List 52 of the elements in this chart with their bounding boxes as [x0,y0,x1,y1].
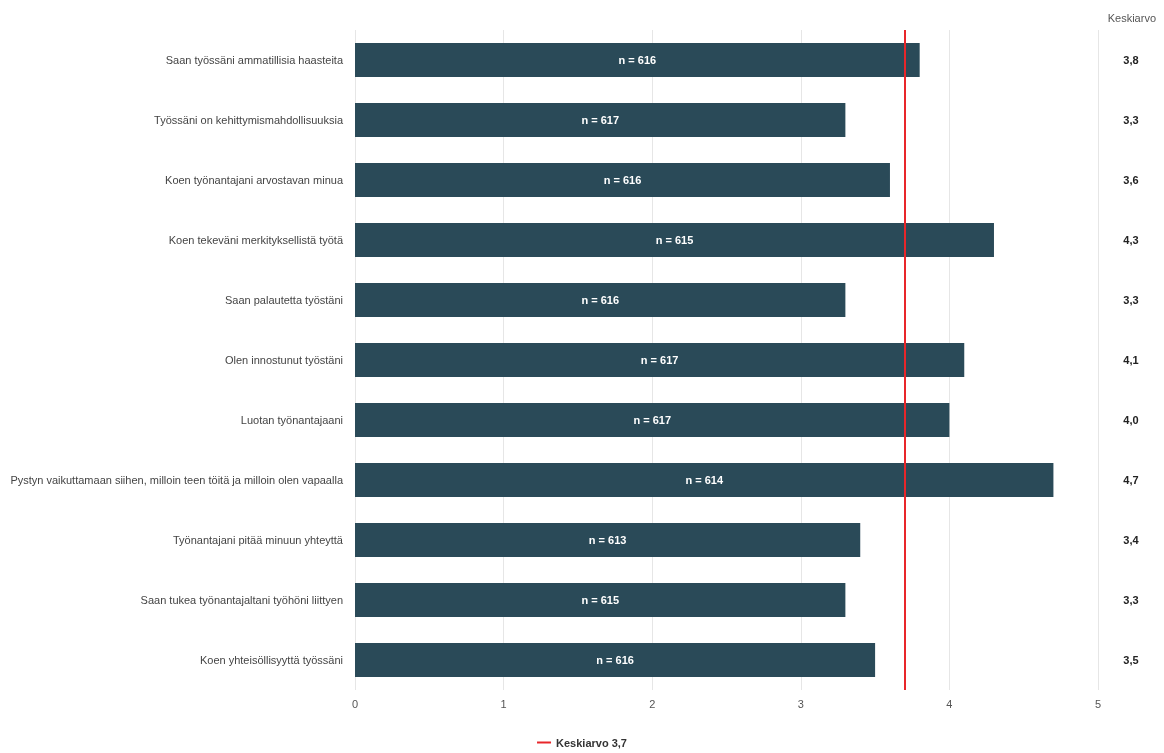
x-tick-label: 3 [797,697,804,710]
y-tick-label: Saan tukea työnantajaltani työhöni liittyen [140,594,343,606]
x-tick-label: 0 [351,697,359,710]
annotation: n = 615 [655,234,694,246]
annotation: n = 616 [581,294,619,306]
y-tick-label: Saan palautetta työstäni [224,294,343,306]
x-tick-label: 2 [649,697,656,710]
annotation: n = 613 [588,534,627,546]
data-label: 4,3 [1123,234,1139,246]
text: Keskiarvo [1107,11,1156,24]
data-label: 3,3 [1123,114,1139,126]
data-label: 3,3 [1123,294,1139,306]
bar [355,163,890,197]
annotation: n = 615 [581,594,619,606]
bar [355,343,965,377]
bar [355,223,994,257]
bar [355,583,846,617]
x-tick-label: 1 [500,697,507,710]
y-tick-label: Työnantajani pitää minuun yhteyttä [172,534,344,546]
annotation: n = 617 [633,414,671,426]
annotation: n = 616 [618,54,657,66]
y-tick-label: Koen työnantajani arvostavan minua [165,174,344,186]
data-label: 3,5 [1123,654,1139,666]
data-label: 3,4 [1123,534,1140,546]
bar [355,643,876,677]
data-label: 3,6 [1123,174,1139,186]
bar [355,103,846,137]
data-label: 3,8 [1123,54,1139,66]
bar [355,463,1054,497]
data-label: 4,1 [1123,354,1139,366]
data-label: 4,7 [1123,474,1139,486]
y-tick-label: Koen yhteisöllisyyttä työssäni [199,654,343,666]
data-label: 4,0 [1123,414,1139,426]
annotation: n = 614 [685,474,724,486]
y-tick-label: Saan työssäni ammatillisia haasteita [165,54,344,66]
bar [355,403,950,437]
annotation: n = 616 [596,654,634,666]
y-tick-label: Työssäni on kehittymismahdollisuuksia [154,114,344,126]
bar [355,43,920,77]
y-tick-label: Olen innostunut työstäni [224,354,343,366]
data-label: 3,3 [1123,594,1139,606]
y-tick-label: Pystyn vaikuttamaan siihen, milloin teen töitä ja milloin olen vapaalla [10,474,344,486]
bar [355,523,861,557]
bar [355,283,846,317]
x-tick-label: 4 [946,697,953,710]
legend-label: Keskiarvo 3,7 [556,736,627,749]
annotation: n = 617 [581,114,619,126]
annotation: n = 616 [603,174,642,186]
y-tick-label: Luotan työnantajaani [240,414,343,426]
y-tick-label: Koen tekeväni merkityksellistä työtä [168,234,344,246]
annotation: n = 617 [640,354,679,366]
x-tick-label: 5 [1094,697,1102,710]
